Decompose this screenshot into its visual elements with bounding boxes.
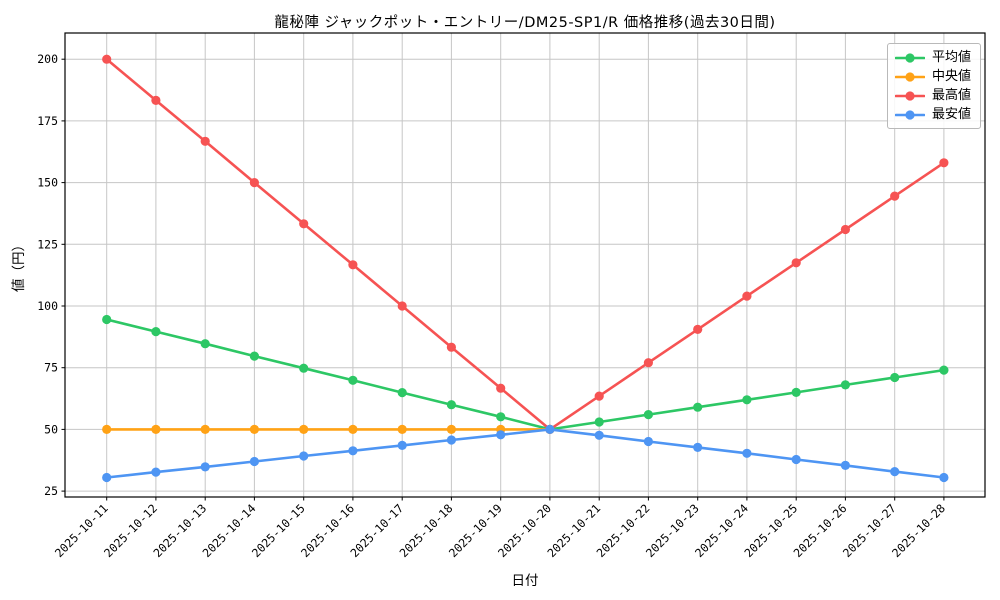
- legend: 平均値中央値最高値最安値: [886, 43, 981, 129]
- series-marker-min: [348, 446, 358, 456]
- series-marker-max: [939, 158, 949, 168]
- series-marker-min: [397, 440, 407, 450]
- y-tick-label: 150: [37, 176, 58, 190]
- series-marker-median: [102, 424, 112, 434]
- series-marker-median: [397, 424, 407, 434]
- series-marker-min: [299, 451, 309, 461]
- series-marker-max: [496, 383, 506, 393]
- series-marker-average: [200, 339, 210, 349]
- series-marker-average: [594, 417, 604, 427]
- series-marker-min: [890, 467, 900, 477]
- series-marker-max: [151, 95, 161, 105]
- series-marker-min: [693, 442, 703, 452]
- legend-item-median: 中央値: [894, 68, 971, 85]
- y-tick-label: 50: [44, 422, 58, 436]
- legend-line-marker-icon-max: [894, 90, 925, 101]
- series-marker-average: [791, 387, 801, 397]
- series-marker-max: [840, 224, 851, 235]
- series-marker-median: [348, 424, 358, 434]
- chart-title: 龍秘陣 ジャックポット・エントリー/DM25-SP1/R 価格推移(過去30日間…: [274, 15, 776, 31]
- legend-line-marker-icon-median: [894, 71, 925, 82]
- x-axis-label: 日付: [511, 573, 539, 589]
- series-marker-min: [791, 454, 801, 465]
- series-marker-average: [643, 410, 654, 420]
- legend-label: 最安値: [931, 107, 971, 122]
- y-tick-label: 100: [37, 299, 58, 313]
- series-marker-average: [890, 372, 900, 383]
- series-marker-average: [693, 402, 703, 412]
- series-marker-median: [200, 424, 210, 434]
- series-marker-average: [249, 351, 259, 361]
- series-marker-median: [446, 424, 456, 434]
- legend-line-marker-icon-min: [894, 109, 925, 120]
- y-tick-label: 25: [44, 484, 58, 498]
- series-marker-max: [742, 291, 752, 301]
- legend-item-min: 最安値: [894, 106, 971, 123]
- series-marker-average: [397, 388, 407, 398]
- series-marker-average: [102, 314, 112, 325]
- legend-item-average: 平均値: [894, 49, 971, 66]
- series-line-min: [105, 428, 946, 479]
- series-marker-max: [102, 54, 112, 64]
- x-tick-label: 2025-10-28: [889, 501, 948, 560]
- y-tick-label: 75: [44, 361, 58, 375]
- series-marker-min: [200, 462, 210, 472]
- plot-border: [64, 32, 986, 498]
- y-tick-label: 175: [37, 114, 58, 128]
- series-marker-median: [299, 424, 309, 434]
- series-marker-min: [496, 430, 506, 440]
- series-marker-min: [742, 448, 752, 458]
- series-marker-max: [890, 191, 900, 201]
- series-marker-max: [348, 260, 358, 270]
- series-marker-min: [545, 424, 555, 434]
- series-marker-min: [939, 472, 949, 483]
- series-marker-max: [791, 258, 801, 268]
- series-marker-max: [397, 301, 407, 311]
- y-tick-label: 200: [37, 52, 58, 66]
- data-series: [102, 54, 949, 483]
- series-marker-average: [151, 327, 161, 337]
- series-marker-min: [102, 472, 112, 483]
- series-marker-max: [446, 342, 456, 352]
- series-marker-average: [299, 363, 309, 373]
- series-marker-max: [693, 324, 703, 334]
- series-marker-min: [249, 456, 259, 467]
- series-marker-average: [348, 375, 358, 385]
- series-marker-average: [446, 400, 456, 410]
- legend-label: 最高値: [931, 88, 971, 103]
- series-marker-max: [594, 391, 604, 401]
- series-marker-min: [594, 430, 604, 440]
- series-marker-average: [742, 395, 752, 405]
- series-marker-average: [496, 412, 506, 422]
- series-marker-median: [249, 424, 259, 434]
- legend-label: 中央値: [931, 69, 971, 84]
- series-marker-max: [643, 358, 654, 368]
- series-marker-min: [643, 436, 654, 447]
- series-line-max: [105, 57, 946, 431]
- legend-line-marker-icon-average: [894, 52, 925, 63]
- series-marker-min: [151, 467, 161, 477]
- series-marker-max: [249, 178, 259, 188]
- series-marker-average: [939, 365, 949, 375]
- series-marker-min: [446, 435, 456, 445]
- series-marker-average: [840, 380, 851, 390]
- y-tick-label: 125: [37, 237, 58, 251]
- series-marker-median: [151, 424, 161, 434]
- series-marker-min: [840, 460, 851, 470]
- legend-item-max: 最高値: [894, 87, 971, 104]
- series-marker-max: [200, 136, 210, 146]
- legend-label: 平均値: [931, 50, 971, 65]
- series-marker-max: [299, 219, 309, 229]
- series-line-average: [105, 318, 946, 431]
